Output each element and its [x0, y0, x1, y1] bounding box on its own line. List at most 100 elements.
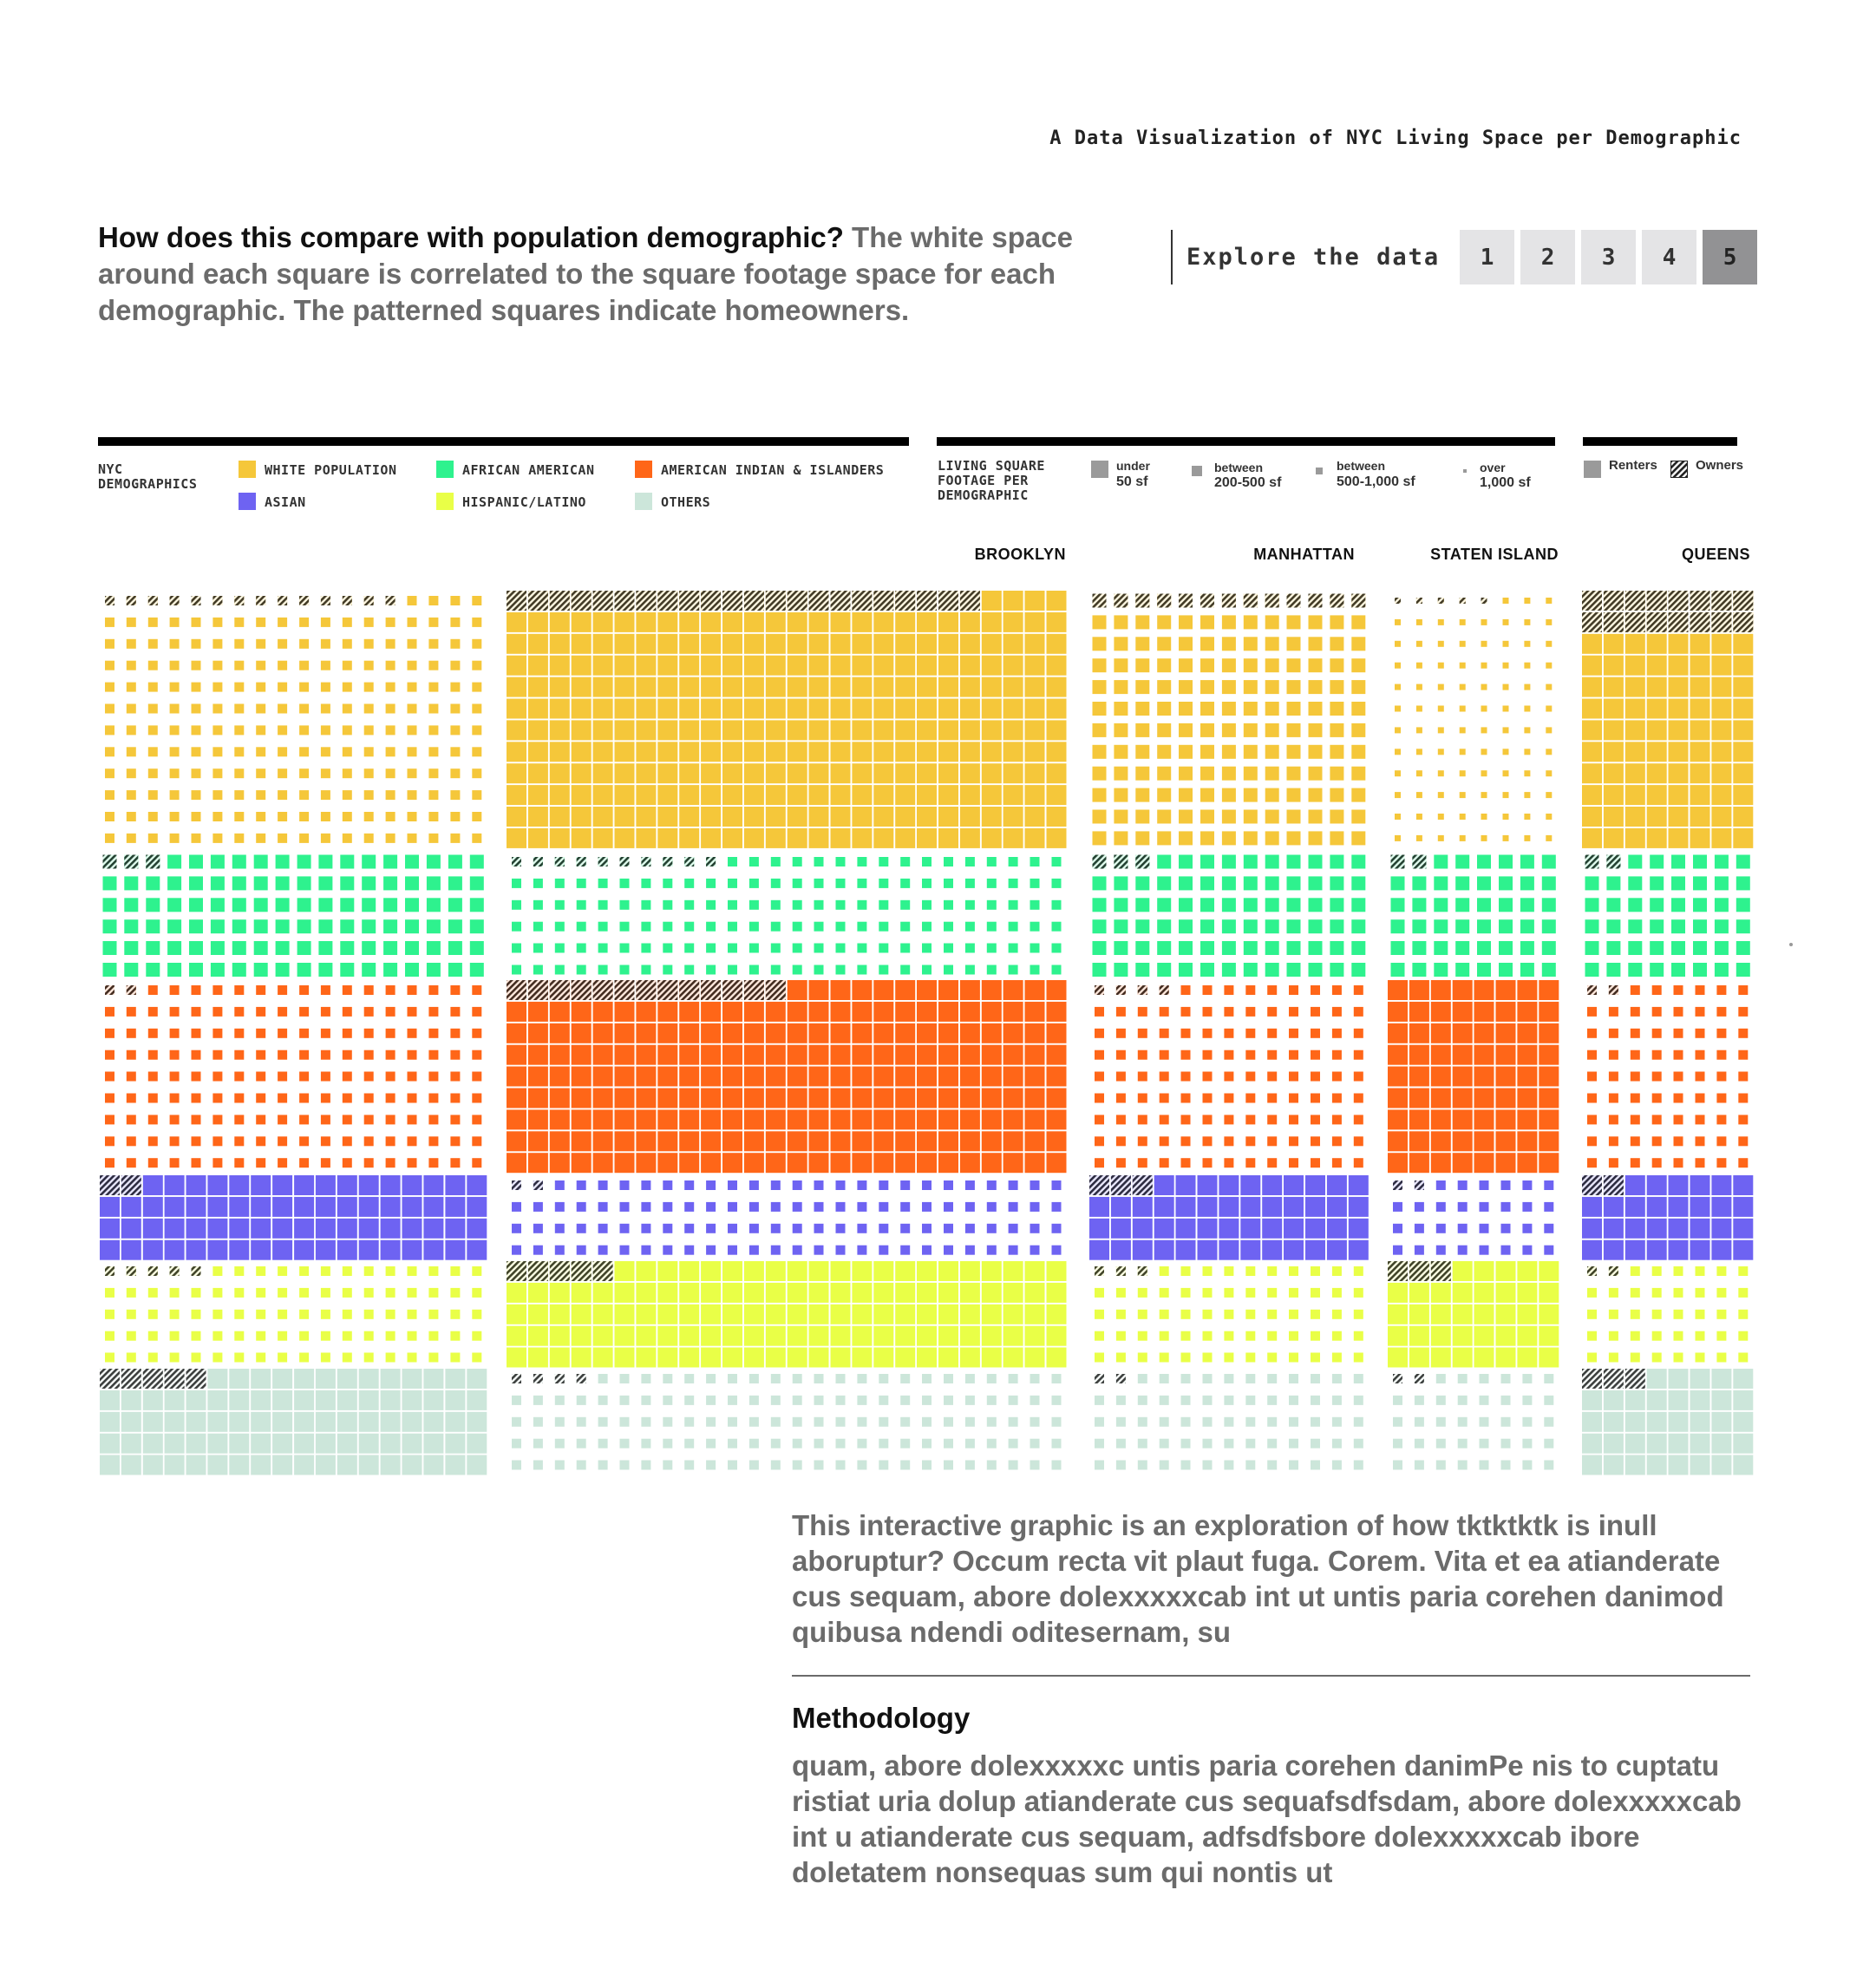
- waffle-cell: [315, 1239, 336, 1260]
- waffle-cell: [1522, 1416, 1533, 1427]
- waffle-cell: [169, 1287, 180, 1298]
- page-button-5[interactable]: 5: [1703, 230, 1758, 284]
- waffle-cell-owner: [169, 1266, 180, 1276]
- waffle-cell: [1603, 698, 1624, 719]
- waffle-cell: [879, 1245, 889, 1255]
- page-button-2[interactable]: 2: [1520, 230, 1576, 284]
- waffle-cell: [527, 698, 548, 719]
- waffle-cell: [1311, 1395, 1320, 1405]
- waffle-cell: [938, 763, 958, 784]
- waffle-cell: [938, 1109, 958, 1130]
- waffle-cell: [472, 1158, 482, 1168]
- waffle-cell: [1430, 1088, 1451, 1108]
- waffle-cell: [792, 965, 802, 975]
- waffle-cell: [808, 720, 829, 741]
- waffle-cell: [1587, 1309, 1597, 1319]
- waffle-cell: [1457, 1201, 1468, 1212]
- waffle-cell: [1479, 1223, 1489, 1233]
- waffle-cell: [808, 1261, 829, 1281]
- waffle-cell: [1219, 1196, 1239, 1217]
- waffle-cell: [743, 1347, 764, 1368]
- waffle-cell: [1135, 658, 1150, 673]
- waffle-cell-owner: [1286, 593, 1301, 608]
- waffle-cell: [1331, 1136, 1342, 1147]
- waffle-cell: [663, 899, 673, 910]
- waffle-cell: [256, 725, 266, 736]
- waffle-cell: [981, 591, 1002, 611]
- waffle-cell: [1008, 943, 1018, 953]
- waffle-cell: [1135, 615, 1150, 630]
- waffle-cell: [1474, 1347, 1494, 1368]
- waffle-cell: [320, 833, 330, 843]
- waffle-cell: [1736, 854, 1750, 869]
- waffle-cell: [873, 1261, 894, 1281]
- waffle-cell: [748, 921, 759, 932]
- waffle-cell: [1180, 1287, 1191, 1298]
- waffle-cell: [1430, 980, 1451, 1000]
- waffle-cell: [722, 1088, 742, 1108]
- waffle-cell: [614, 633, 635, 654]
- waffle-cell: [808, 807, 829, 827]
- waffle-cell: [126, 1136, 136, 1147]
- waffle-cell: [728, 857, 737, 866]
- waffle-cell: [1481, 705, 1487, 712]
- waffle-cell: [657, 763, 678, 784]
- page-button-1[interactable]: 1: [1460, 230, 1515, 284]
- waffle-cell: [1284, 1196, 1304, 1217]
- waffle-cell: [1733, 1411, 1754, 1432]
- waffle-cell: [857, 1395, 867, 1405]
- borough-label-brooklyn: BROOKLYN: [974, 546, 1066, 563]
- waffle-cell: [959, 1066, 980, 1087]
- waffle-cell: [105, 768, 114, 779]
- waffle-cell: [507, 1347, 526, 1368]
- waffle-cell: [423, 1218, 444, 1239]
- waffle-cell: [428, 660, 439, 670]
- waffle-cell: [857, 943, 867, 953]
- waffle-cell: [1711, 763, 1732, 784]
- waffle-cell: [142, 1239, 163, 1260]
- waffle-cell: [1289, 1352, 1298, 1363]
- waffle-cell: [1202, 1309, 1213, 1319]
- waffle-cell: [299, 790, 310, 801]
- waffle-cell: [212, 1006, 223, 1017]
- waffle-cell: [450, 725, 461, 736]
- waffle-cell: [445, 1218, 466, 1239]
- waffle-cell: [147, 1006, 158, 1017]
- waffle-cell: [679, 655, 700, 676]
- waffle-cell: [275, 963, 290, 977]
- waffle-cell: [706, 1201, 716, 1212]
- waffle-cell: [879, 878, 889, 888]
- waffle-cell: [571, 1066, 592, 1087]
- waffle-cell: [1711, 677, 1732, 697]
- waffle-cell: [1395, 727, 1401, 734]
- waffle-cell: [792, 1374, 802, 1383]
- waffle-cell: [234, 1352, 245, 1363]
- waffle-cell: [959, 807, 980, 827]
- waffle-cell: [472, 1136, 482, 1147]
- waffle-cell: [1289, 1331, 1298, 1341]
- waffle-cell: [1437, 770, 1444, 777]
- waffle-cell: [636, 655, 657, 676]
- waffle-cell: [1308, 876, 1323, 891]
- waffle-cell-owner: [701, 980, 722, 1000]
- page-button-3[interactable]: 3: [1581, 230, 1637, 284]
- waffle-cell: [1646, 827, 1667, 848]
- waffle-cell: [342, 985, 352, 995]
- waffle-cell: [765, 1131, 786, 1152]
- waffle-cell: [385, 1028, 395, 1038]
- waffle-cell: [1095, 1115, 1104, 1125]
- waffle-cell: [808, 1023, 829, 1043]
- waffle-cell: [232, 876, 246, 891]
- waffle-cell: [527, 742, 548, 762]
- waffle-cell: [1395, 705, 1401, 712]
- waffle-cell: [256, 768, 266, 779]
- borough-group-manhattan: [1089, 593, 1369, 1470]
- waffle-cell: [835, 1223, 846, 1233]
- waffle-cell: [1500, 1374, 1511, 1383]
- waffle-cell: [105, 1287, 114, 1298]
- page-button-4[interactable]: 4: [1642, 230, 1697, 284]
- waffle-cell: [1630, 1136, 1640, 1147]
- waffle-cell: [857, 1245, 867, 1255]
- waffle-cell: [507, 1153, 526, 1174]
- waffle-cell: [944, 878, 953, 888]
